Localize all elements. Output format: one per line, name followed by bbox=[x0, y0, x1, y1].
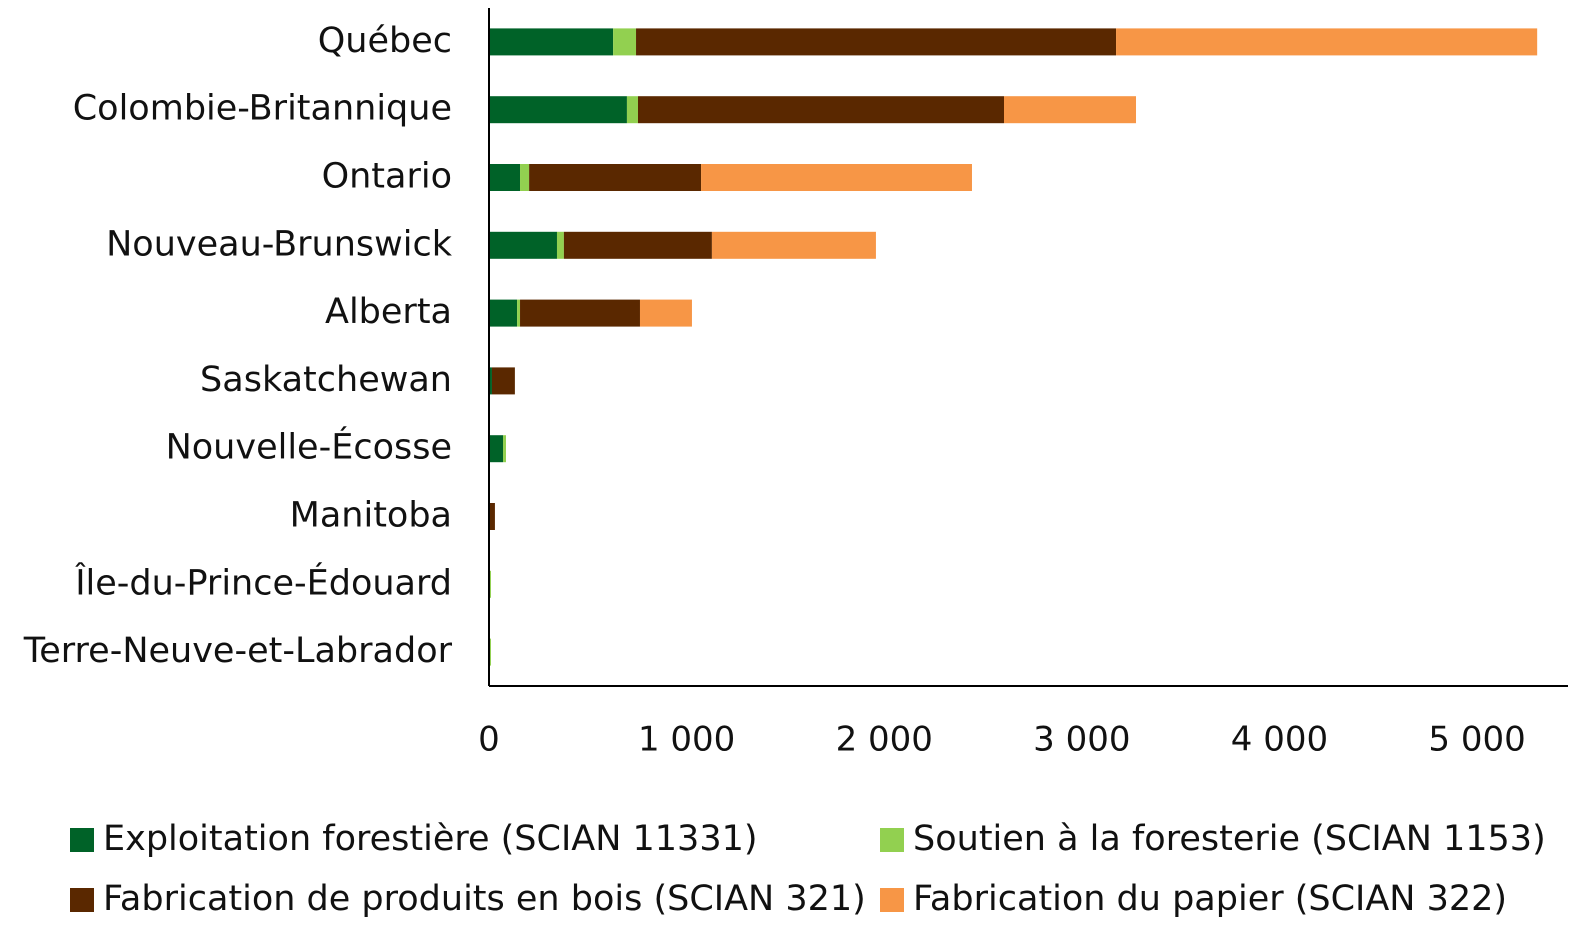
legend-swatch bbox=[70, 888, 94, 912]
bar-segment bbox=[626, 96, 639, 124]
category-label: Terre-Neuve-et-Labrador bbox=[23, 631, 453, 671]
category-label: Ontario bbox=[322, 157, 452, 197]
bar-segment bbox=[489, 503, 495, 530]
bar-segment bbox=[489, 367, 492, 395]
category-label: Alberta bbox=[325, 292, 452, 332]
bar-segment bbox=[563, 231, 712, 259]
x-tick-label: 3 000 bbox=[1033, 720, 1130, 760]
bar-segment bbox=[520, 299, 640, 327]
bar-segment bbox=[489, 231, 557, 259]
bar-segment bbox=[639, 299, 692, 327]
bar-segment bbox=[636, 28, 1117, 56]
bar-segment bbox=[520, 164, 530, 191]
bar-segment bbox=[503, 435, 506, 463]
x-tick-label: 1 000 bbox=[638, 720, 735, 760]
bar-segment bbox=[529, 164, 702, 191]
legend-swatch bbox=[880, 888, 904, 912]
x-tick-label: 4 000 bbox=[1231, 720, 1328, 760]
x-tick-label: 5 000 bbox=[1428, 720, 1525, 760]
bar-segment bbox=[489, 28, 614, 56]
bar-segment bbox=[613, 28, 637, 56]
legend-label: Exploitation forestière (SCIAN 11331) bbox=[103, 819, 758, 859]
bar-segment bbox=[489, 96, 627, 124]
bar-segment bbox=[1116, 28, 1538, 56]
bar-segment bbox=[489, 570, 491, 598]
category-label: Québec bbox=[318, 21, 452, 61]
legend-label: Fabrication de produits en bois (SCIAN 3… bbox=[103, 879, 866, 919]
bar-segment bbox=[517, 299, 521, 327]
bar-segment bbox=[491, 367, 515, 395]
category-label: Manitoba bbox=[290, 496, 452, 536]
bar-segment bbox=[489, 299, 518, 327]
x-tick-label: 0 bbox=[478, 720, 500, 760]
bar-segment bbox=[556, 231, 564, 259]
legend-label: Soutien à la foresterie (SCIAN 1153) bbox=[913, 819, 1546, 859]
bar-segment bbox=[489, 164, 521, 191]
legend-swatch bbox=[880, 828, 904, 852]
bar-segment bbox=[489, 435, 504, 463]
bar-segment bbox=[638, 96, 1004, 124]
category-label: Colombie-Britannique bbox=[73, 89, 452, 129]
category-label: Nouvelle-Écosse bbox=[166, 426, 452, 468]
bar-segment bbox=[489, 638, 491, 666]
legend-label: Fabrication du papier (SCIAN 322) bbox=[913, 879, 1507, 919]
category-label: Île-du-Prince-Édouard bbox=[74, 561, 452, 603]
category-label: Nouveau-Brunswick bbox=[106, 224, 453, 264]
bar-segment bbox=[1003, 96, 1137, 124]
bar-segment bbox=[701, 164, 972, 191]
category-label: Saskatchewan bbox=[200, 360, 452, 400]
legend-swatch bbox=[70, 828, 94, 852]
bar-segment bbox=[711, 231, 876, 259]
x-tick-label: 2 000 bbox=[836, 720, 933, 760]
